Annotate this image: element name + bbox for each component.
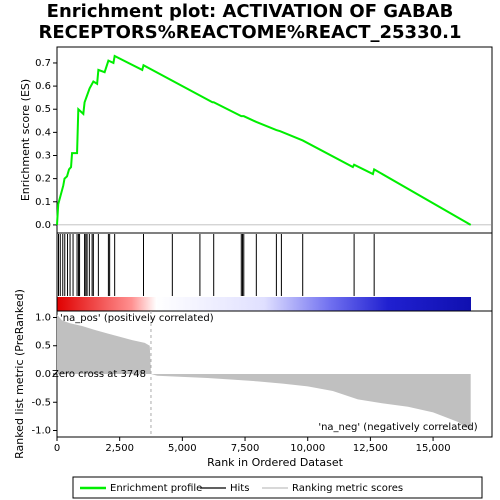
y-axis-label: Enrichment score (ES) <box>19 79 32 201</box>
y-tick-label: 0.5 <box>35 104 51 115</box>
annotation: Zero cross at 3748 <box>52 369 146 380</box>
y-tick-label: 0.2 <box>35 174 51 185</box>
y-tick-label: 0.0 <box>35 220 51 231</box>
y-tick-label: 0.7 <box>35 58 51 69</box>
metric-area <box>57 314 471 431</box>
plot-frame <box>56 46 493 438</box>
x-tick-label: 5,000 <box>168 443 197 454</box>
y-tick-label: 1.0 <box>35 312 51 323</box>
y-tick-label: 0.6 <box>35 81 51 92</box>
legend-label: Ranking metric scores <box>292 483 403 494</box>
annotation: 'na_neg' (negatively correlated) <box>318 422 477 433</box>
y-axis-label: Ranked list metric (PreRanked) <box>13 289 26 459</box>
y-tick-label: -0.5 <box>31 397 51 408</box>
y-tick-label: 0.5 <box>35 341 51 352</box>
y-tick-label: 0.3 <box>35 151 51 162</box>
color-bar <box>57 297 471 311</box>
x-tick-label: 10,000 <box>290 443 325 454</box>
y-tick-label: 0.0 <box>35 369 51 380</box>
chart-title: Enrichment plot: ACTIVATION OF GABAB <box>47 1 454 22</box>
chart-title: RECEPTORS%REACTOME%REACT_25330.1 <box>39 22 462 43</box>
x-tick-label: 2,500 <box>105 443 134 454</box>
x-tick-label: 0 <box>54 443 60 454</box>
x-tick-label: 7,500 <box>231 443 260 454</box>
legend-label: Hits <box>230 483 249 494</box>
x-tick-label: 12,500 <box>353 443 388 454</box>
x-tick-label: 15,000 <box>416 443 451 454</box>
annotation: 'na_pos' (positively correlated) <box>60 313 214 324</box>
x-axis-label: Rank in Ordered Dataset <box>207 456 344 469</box>
legend-label: Enrichment profile <box>110 483 202 494</box>
y-tick-label: 0.1 <box>35 197 51 208</box>
y-tick-label: -1.0 <box>31 426 51 437</box>
y-tick-label: 0.4 <box>35 127 51 138</box>
enrichment-line <box>56 54 472 226</box>
